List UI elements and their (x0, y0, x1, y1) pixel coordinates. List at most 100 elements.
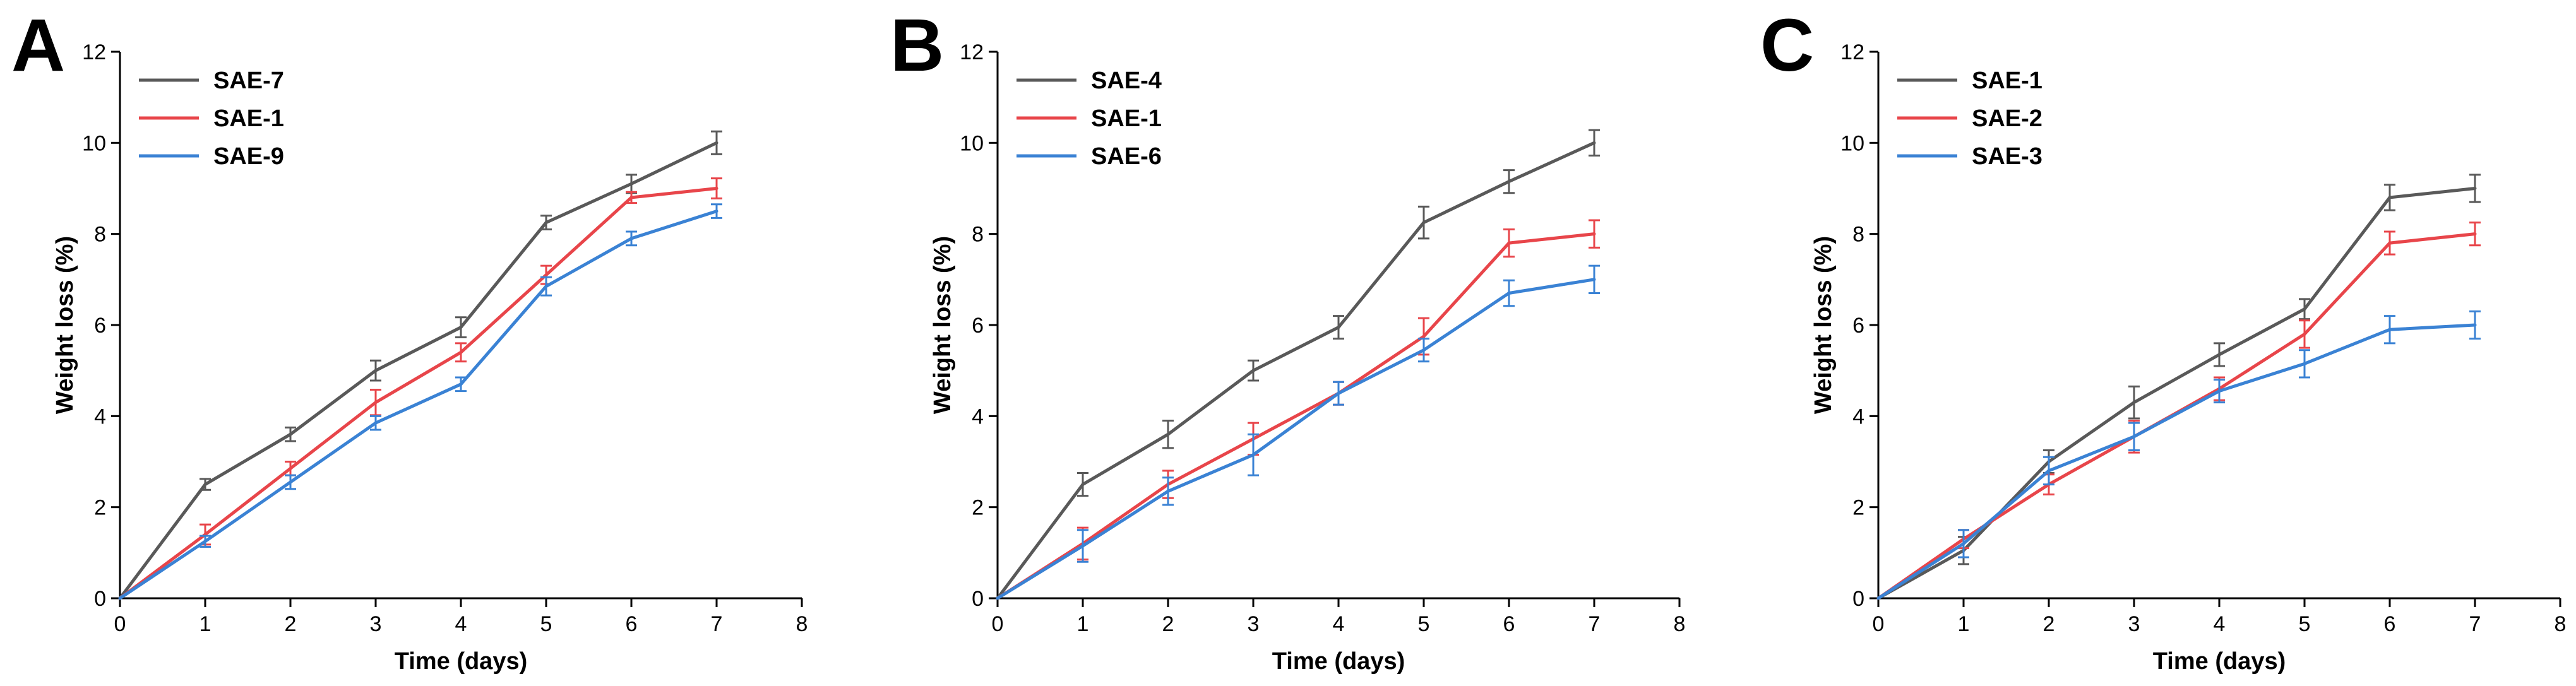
data-point (2473, 187, 2477, 190)
data-point (629, 237, 633, 240)
legend-item: SAE-2 (1897, 105, 2042, 132)
x-tick-label: 6 (626, 612, 638, 636)
series-line (118, 141, 718, 600)
x-tick-label: 2 (285, 612, 297, 636)
legend-label: SAE-4 (1091, 68, 1162, 94)
data-point (2388, 196, 2392, 199)
series-line (1877, 232, 2476, 600)
series-line (1877, 187, 2476, 600)
y-tick-label: 12 (1840, 40, 1864, 64)
y-tick-label: 4 (972, 405, 984, 429)
data-point (203, 483, 207, 487)
x-tick-label: 6 (1503, 612, 1515, 636)
legend-label: SAE-7 (213, 68, 284, 94)
x-tick-label: 8 (796, 612, 808, 636)
data-point (629, 196, 633, 199)
series-sae-6 (996, 264, 1600, 600)
data-point (118, 596, 122, 600)
data-point (2132, 401, 2136, 405)
x-tick-label: 4 (2214, 612, 2226, 636)
series-line (119, 187, 717, 600)
data-point (1422, 334, 1426, 338)
x-tick-label: 0 (992, 612, 1004, 636)
x-tick-label: 7 (1589, 612, 1601, 636)
data-point (1507, 291, 1511, 295)
x-tick-label: 8 (2555, 612, 2567, 636)
y-tick-label: 0 (1852, 587, 1864, 611)
x-tick-label: 4 (1333, 612, 1345, 636)
data-point (715, 210, 719, 213)
y-tick-label: 6 (94, 314, 106, 338)
data-point (715, 187, 719, 190)
y-axis-title: Weight loss (%) (929, 236, 956, 414)
data-point (2047, 469, 2051, 473)
data-point (1422, 221, 1426, 225)
data-point (2217, 389, 2221, 393)
x-axis-title: Time (days) (395, 648, 527, 675)
y-tick-label: 8 (1852, 223, 1864, 247)
data-point (1876, 596, 1880, 600)
y-tick-label: 0 (94, 587, 106, 611)
legend-label: SAE-6 (1091, 143, 1162, 170)
data-point (1337, 391, 1340, 395)
legend-label: SAE-1 (1972, 68, 2042, 94)
data-point (544, 221, 548, 225)
x-tick-label: 4 (455, 612, 467, 636)
panel-label: C (1760, 4, 1814, 87)
data-point (459, 350, 463, 354)
data-point (2473, 232, 2477, 236)
data-point (996, 596, 999, 600)
legend-label: SAE-3 (1972, 143, 2042, 170)
series-line (996, 141, 1595, 600)
x-tick-label: 0 (114, 612, 126, 636)
x-tick-label: 7 (2469, 612, 2481, 636)
x-tick-label: 2 (1162, 612, 1174, 636)
legend-item: SAE-3 (1897, 143, 2042, 170)
series-line (1877, 323, 2476, 600)
data-point (2388, 241, 2392, 245)
data-point (2132, 435, 2136, 439)
x-tick-label: 3 (370, 612, 382, 636)
data-point (629, 182, 633, 186)
data-point (1166, 489, 1170, 493)
x-tick-label: 5 (1418, 612, 1430, 636)
x-tick-label: 7 (711, 612, 723, 636)
legend-item: SAE-9 (139, 143, 284, 170)
data-point (2303, 362, 2306, 365)
data-point (1507, 180, 1511, 184)
y-tick-label: 10 (1840, 131, 1864, 155)
legend-item: SAE-1 (1017, 105, 1162, 132)
data-point (1592, 141, 1596, 145)
data-point (544, 273, 548, 277)
data-point (1592, 278, 1596, 281)
data-point (544, 285, 548, 288)
x-tick-label: 5 (2299, 612, 2311, 636)
x-tick-label: 8 (1674, 612, 1686, 636)
data-point (1251, 369, 1255, 372)
data-point (289, 480, 292, 484)
series-sae-3 (1876, 310, 2481, 600)
series-sae-7 (118, 130, 722, 600)
legend-item: SAE-6 (1017, 143, 1162, 170)
x-tick-label: 1 (200, 612, 212, 636)
legend-label: SAE-9 (213, 143, 284, 170)
y-tick-label: 2 (972, 496, 984, 520)
legend-item: SAE-1 (139, 105, 284, 132)
panel-label: A (11, 4, 65, 87)
data-point (374, 369, 378, 372)
y-tick-label: 0 (972, 587, 984, 611)
y-tick-label: 6 (1852, 314, 1864, 338)
legend-item: SAE-4 (1017, 68, 1162, 94)
data-point (1081, 544, 1085, 548)
data-point (1592, 232, 1596, 236)
series-sae-4 (996, 129, 1600, 600)
data-point (1962, 541, 1965, 545)
x-tick-label: 6 (2384, 612, 2396, 636)
legend-label: SAE-2 (1972, 105, 2042, 132)
data-point (1507, 241, 1511, 245)
y-tick-label: 10 (82, 131, 106, 155)
y-tick-label: 2 (1852, 496, 1864, 520)
